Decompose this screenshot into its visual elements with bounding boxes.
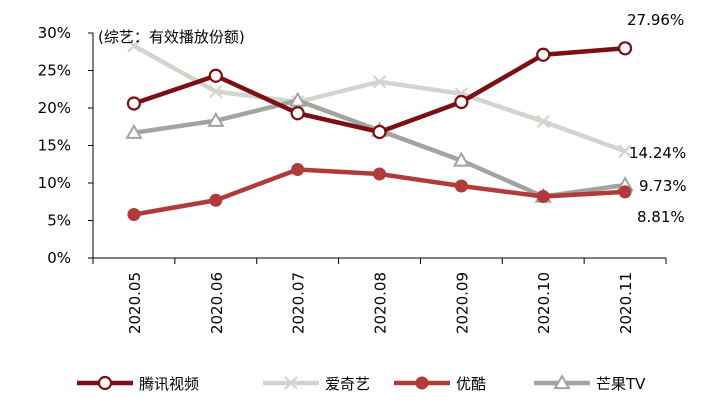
end-value-label: 8.81% [637,208,685,226]
legend-item: 爱奇艺 [263,375,370,393]
data-point [97,375,113,391]
data-point [372,74,387,89]
data-point [454,179,468,193]
x-tick-label: 2020.07 [290,272,308,334]
data-point [127,38,141,53]
legend-item: 优酷 [394,375,486,393]
legend: 腾讯视频 爱奇艺 优酷 芒果TV [77,374,646,393]
data-point [126,96,142,111]
data-point [373,167,386,181]
data-point [617,41,633,56]
x-tick-label: 2020.05 [126,272,144,334]
y-tick-label: 5% [47,212,71,230]
axes: 0% 5% 10% 15% 20% 25% 30% 2020.05 2020.06 2020.07… [38,24,667,334]
data-point [618,185,632,199]
y-tick-label: 30% [38,24,71,42]
data-point [208,68,223,83]
series-layer [125,38,634,221]
data-labels: 27.96% 14.24% 8.81% 9.73% [627,11,687,226]
x-tick-label: 2020.08 [372,272,390,334]
series-line [133,98,626,199]
legend-label: 芒果TV [596,375,646,393]
end-value-label: 9.73% [639,177,687,195]
y-tick-label: 0% [47,249,71,267]
data-point [284,376,298,390]
x-tick-label: 2020.06 [208,272,226,334]
x-tick-label: 2020.09 [453,272,471,334]
legend-label: 优酷 [456,375,486,393]
x-tick-label: 2020.10 [535,272,553,334]
data-point [290,106,305,121]
x-tick-label: 2020.11 [617,272,635,334]
data-point [291,163,305,176]
data-point [209,193,223,207]
data-point [536,190,550,203]
data-point [209,84,223,99]
end-value-label: 14.24% [629,144,686,162]
y-tick-label: 15% [38,137,71,155]
data-point [452,151,470,167]
end-value-label: 27.96% [627,11,684,29]
data-point [536,114,550,129]
series-line [133,46,626,135]
legend-label: 爱奇艺 [325,375,370,393]
data-point [415,376,429,390]
series-腾讯视频 [126,41,633,140]
data-point [289,91,307,107]
data-point [372,124,387,140]
data-point [125,123,143,139]
series-爱奇艺 [127,38,632,158]
data-point [127,208,141,221]
data-point [536,47,551,62]
chart-annotation: (综艺：有效播放份额) [98,28,245,46]
legend-item: 芒果TV [534,374,646,393]
data-point [553,374,571,390]
legend-item: 腾讯视频 [77,375,199,393]
legend-label: 腾讯视频 [139,375,199,393]
y-tick-label: 10% [38,174,71,192]
data-point [618,144,632,158]
y-tick-label: 25% [38,62,71,80]
data-point [207,111,225,127]
data-point [454,94,469,110]
y-tick-label: 20% [38,99,71,117]
series-优酷 [127,163,632,221]
series-芒果TV [125,91,634,203]
